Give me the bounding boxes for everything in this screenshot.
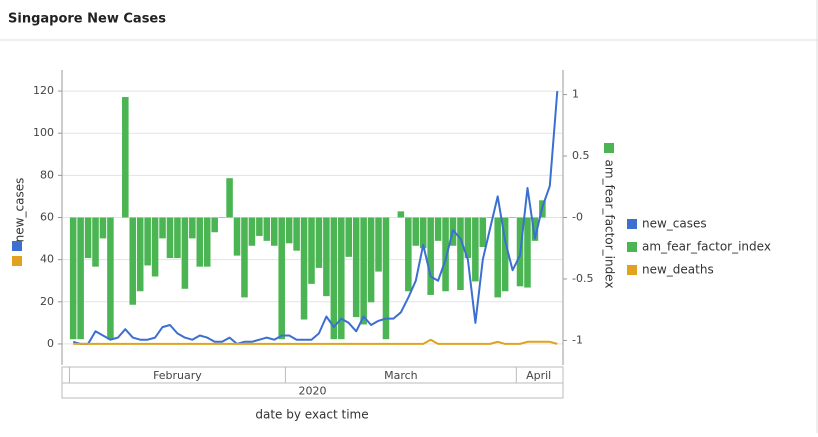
bar (397, 211, 405, 218)
bar (479, 217, 487, 247)
bar (211, 217, 218, 233)
bar (233, 217, 241, 256)
bar (136, 217, 144, 292)
bar (524, 217, 531, 288)
bar (151, 217, 159, 277)
y-label-swatch (12, 241, 22, 251)
bar (330, 217, 338, 340)
x-tick-label: April (526, 369, 551, 382)
bar (501, 217, 509, 292)
bar (375, 217, 382, 272)
bar (181, 217, 189, 289)
bar (323, 217, 330, 297)
bar (367, 217, 375, 303)
bar (122, 97, 129, 218)
line (72, 91, 559, 345)
bar (308, 217, 315, 284)
x-tick-label: March (384, 369, 418, 382)
bar (189, 217, 196, 239)
bar (382, 217, 390, 340)
bar (345, 217, 353, 257)
bar (285, 217, 293, 244)
y2-tick-label: -1 (572, 333, 583, 346)
bar (218, 217, 226, 218)
bar (509, 217, 516, 218)
bar (434, 217, 442, 241)
bar (144, 217, 151, 266)
bar (256, 217, 263, 236)
y-tick-label: 20 (40, 295, 54, 308)
bar (442, 217, 449, 292)
bar (472, 217, 479, 282)
bar (427, 217, 434, 295)
y-tick-label: 40 (40, 253, 54, 266)
bar (338, 217, 345, 340)
bar (412, 217, 420, 246)
bar (494, 217, 501, 298)
bar (77, 217, 84, 340)
bar (226, 178, 233, 218)
bar (270, 217, 278, 246)
bar (352, 217, 360, 318)
bar (315, 217, 323, 268)
bar (486, 217, 494, 218)
bar (263, 217, 271, 241)
y-tick-label: 120 (33, 84, 54, 97)
bar (278, 217, 285, 340)
bar (203, 217, 211, 267)
x-tick-label: February (153, 369, 202, 382)
x-group-label: 2020 (299, 385, 327, 398)
y2-axis-label: am_fear_factor_index (603, 160, 617, 289)
bar (69, 217, 77, 340)
bar (166, 217, 174, 259)
bar (405, 217, 412, 292)
y-tick-label: 0 (47, 337, 54, 350)
bar (531, 217, 539, 241)
bar (293, 217, 300, 251)
legend-swatch (627, 242, 637, 252)
bar (464, 217, 472, 259)
bar (159, 217, 166, 239)
bar (360, 217, 367, 325)
bar (196, 217, 204, 267)
line (73, 338, 558, 345)
y-axis-label: new_cases (13, 178, 27, 243)
bar (419, 217, 427, 249)
legend-swatch (627, 265, 637, 275)
bar (99, 217, 107, 239)
bar (241, 217, 248, 298)
x-axis-label: date by exact time (255, 408, 368, 422)
y2-tick-label: 0.5 (572, 149, 590, 162)
bar (174, 217, 181, 259)
y2-tick-label: -0.5 (572, 272, 593, 285)
y-tick-label: 60 (40, 211, 54, 224)
y-label-swatch (12, 256, 22, 266)
y2-tick-label: -0 (572, 211, 583, 224)
legend-label: new_deaths (642, 263, 714, 277)
bar (107, 217, 114, 340)
legend-label: am_fear_factor_index (642, 240, 771, 254)
y2-tick-label: 1 (572, 88, 579, 101)
y-tick-label: 80 (40, 168, 54, 181)
y-tick-label: 100 (33, 126, 54, 139)
bar (92, 217, 99, 267)
bar (248, 217, 256, 246)
bar (457, 217, 464, 291)
bar (129, 217, 137, 305)
bar (84, 217, 92, 259)
chart-title: Singapore New Cases (8, 12, 166, 27)
legend-swatch (627, 219, 637, 229)
legend-label: new_cases (642, 217, 707, 231)
bar (300, 217, 308, 320)
y2-label-swatch (604, 143, 614, 153)
